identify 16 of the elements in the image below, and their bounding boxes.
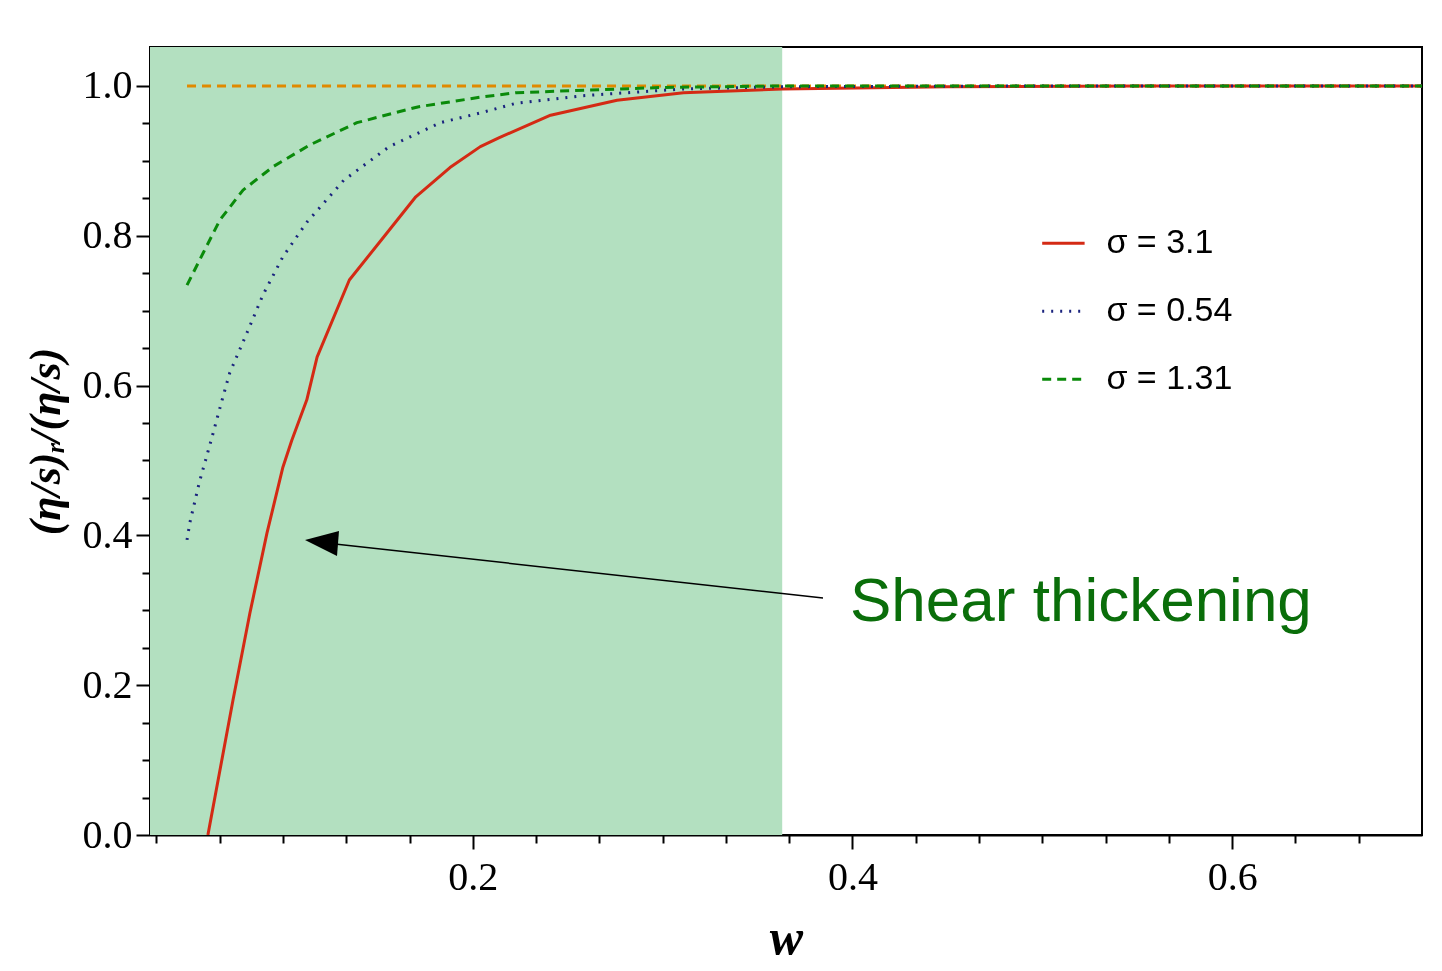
legend-label: σ = 1.31 [1106, 358, 1233, 397]
x-tick-label: 0.6 [1207, 853, 1258, 899]
x-tick-label: 0.4 [827, 853, 878, 899]
x-axis-title: w [769, 908, 804, 965]
y-tick-label: 0.8 [82, 212, 133, 258]
y-tick-label: 0.4 [82, 511, 133, 557]
legend-label: σ = 0.54 [1106, 290, 1233, 329]
y-tick-label: 0.6 [82, 362, 133, 408]
y-tick-label: 0.2 [82, 661, 133, 707]
x-tick-label: 0.2 [448, 853, 499, 899]
legend-label: σ = 3.1 [1106, 222, 1214, 261]
y-axis-title: (η/s)ᵣ/(η/s) [20, 347, 70, 536]
y-tick-label: 1.0 [82, 62, 133, 108]
annotation: Shear thickening [850, 565, 1312, 634]
y-tick-label: 0.0 [82, 811, 133, 857]
line-series [185, 84, 1422, 287]
